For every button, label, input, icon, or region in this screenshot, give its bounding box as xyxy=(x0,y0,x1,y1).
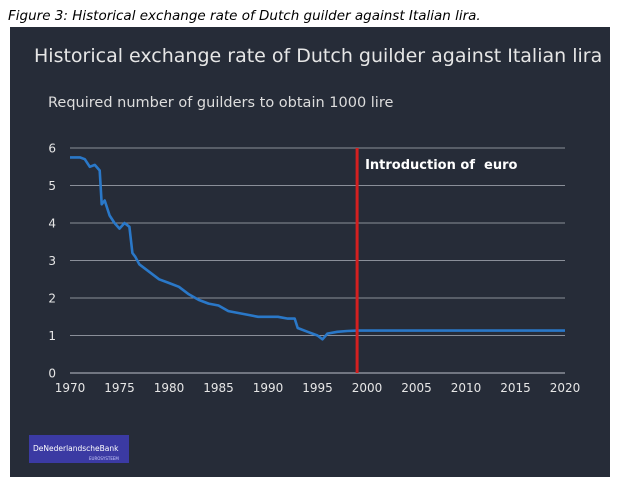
x-tick-label: 1990 xyxy=(253,381,284,395)
series-line xyxy=(70,156,565,341)
logo-subtext: EUROSYSTEEM xyxy=(89,456,119,461)
x-tick-label: 1975 xyxy=(104,381,135,395)
x-tick-label: 1995 xyxy=(302,381,333,395)
x-tick-label: 2000 xyxy=(352,381,383,395)
chart-subtitle: Required number of guilders to obtain 10… xyxy=(48,95,394,111)
y-tick-label: 4 xyxy=(48,217,56,231)
chart-panel: Historical exchange rate of Dutch guilde… xyxy=(10,27,610,477)
x-tick-label: 1970 xyxy=(55,381,86,395)
plot-area: 0 1 2 3 4 5 6 1970 1975 1980 1985 1990 1995 2000 2005 2… xyxy=(48,142,581,396)
euro-introduction-label: Introduction of euro xyxy=(365,158,517,173)
dnb-logo: DeNederlandscheBank EUROSYSTEEM xyxy=(29,435,129,463)
y-tick-label: 5 xyxy=(48,179,56,193)
x-tick-label: 2015 xyxy=(500,381,531,395)
x-tick-label: 2005 xyxy=(401,381,432,395)
x-tick-label: 2010 xyxy=(451,381,482,395)
logo-text: DeNederlandscheBank xyxy=(33,444,119,453)
y-tick-label: 1 xyxy=(48,329,56,343)
y-tick-label: 2 xyxy=(48,292,56,306)
x-tick-label: 1980 xyxy=(154,381,185,395)
y-tick-label: 3 xyxy=(48,254,56,268)
x-tick-label: 1985 xyxy=(203,381,234,395)
chart-title: Historical exchange rate of Dutch guilde… xyxy=(34,45,603,67)
y-tick-label: 0 xyxy=(48,367,56,381)
y-tick-label: 6 xyxy=(48,142,56,156)
figure-caption: Figure 3: Historical exchange rate of Du… xyxy=(8,8,481,24)
x-tick-label: 2020 xyxy=(550,381,581,395)
